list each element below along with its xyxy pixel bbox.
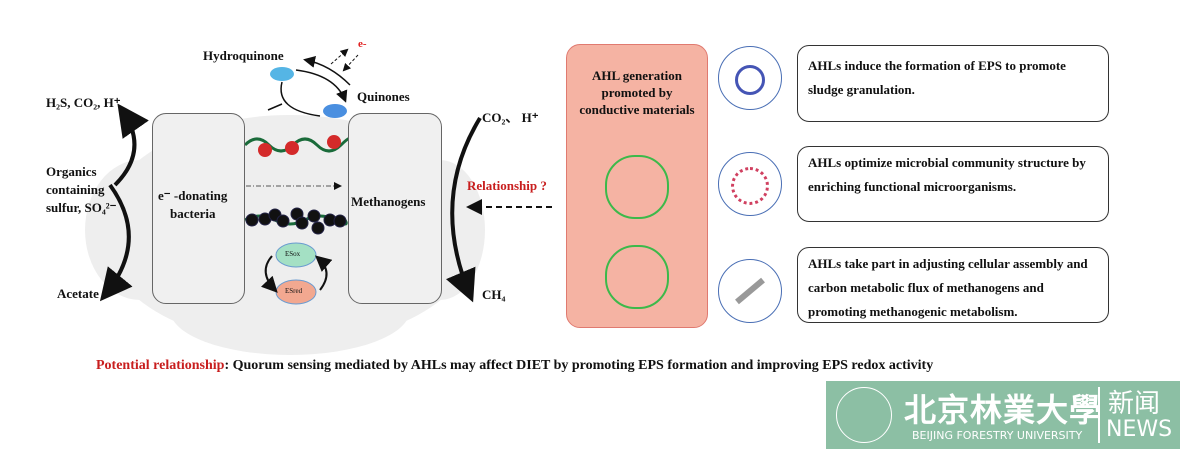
bacteria-illustration [605,245,669,309]
ch4-label: CH₄ [482,287,506,302]
bjfu-news-logo: 北京林業大學 BEIJING FORESTRY UNIVERSITY 新闻 NE… [826,381,1180,449]
left-curve-arrow-up [113,103,149,187]
footer-label: Potential relationship [96,358,225,373]
products-label: H₂S, CO₂, H⁺ [46,95,121,110]
nanowire [243,136,353,153]
effect-box-3: AHLs take part in adjusting cellular ass… [797,247,1109,323]
logo-news-en: NEWS [1106,417,1173,442]
logo-cn: 北京林業大學 [904,391,1103,429]
electron-label: e- [358,38,367,50]
effect-box-2: AHLs optimize microbial community struct… [797,146,1109,222]
eps-granule-icon [718,46,782,110]
es-red-label: ESred [285,287,303,295]
conductive-particles [245,207,347,235]
pink-box: AHL generation promoted by conductive ma… [566,44,708,328]
co2-h-label: CO₂、 H⁺ [482,110,539,125]
hydroquinone-label: Hydroquinone [203,48,284,63]
substrate-line-1: Organics [46,164,97,179]
substrate-line-2: containing [46,182,105,197]
acetate-label: Acetate [57,286,99,301]
substrate-line-3: sulfur, SO₄²⁻ [46,200,117,215]
footer-caption: Potential relationship: Quorum sensing m… [96,358,933,374]
pink-box-title: AHL generation promoted by conductive ma… [579,68,695,117]
bacteria-illustration [605,155,669,219]
community-circos-icon [718,152,782,216]
dna-helix-icon [718,259,782,323]
left-curve-arrow-down [99,183,133,302]
quinone-cycle [280,81,321,117]
methanogens-label: Methanogens [351,194,426,209]
effect-box-1: AHLs induce the formation of EPS to prom… [797,45,1109,122]
footer-text: : Quorum sensing mediated by AHLs may af… [224,358,934,373]
quinone-molecule [323,104,347,118]
right-curve-arrow [445,116,482,303]
methanogens-box [348,113,442,304]
logo-en: BEIJING FORESTRY UNIVERSITY [912,429,1083,442]
logo-news-cn: 新闻 [1108,389,1161,419]
relationship-label: Relationship ? [467,178,547,193]
donor-label-2: bacteria [170,206,216,221]
donor-label-1: e⁻ -donating [158,188,228,203]
hydroquinone-molecule [270,67,294,81]
quinones-label: Quinones [357,89,410,104]
donor-bacteria-box [152,113,245,304]
logo-divider [1098,387,1100,443]
es-ox-label: ESox [285,250,301,258]
university-seal [836,387,892,443]
